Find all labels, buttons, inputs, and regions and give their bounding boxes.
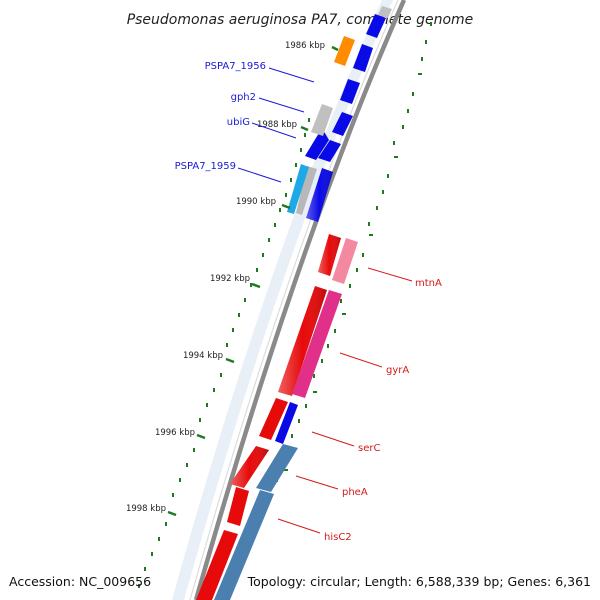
- gene-label-gph2: gph2: [231, 92, 256, 103]
- gene-forward-arrow: [340, 79, 360, 104]
- magenta-block: [292, 290, 342, 398]
- inner-dot-ring: [138, 118, 310, 588]
- label-leader-line: [237, 167, 282, 183]
- gene-label-pspa7-1956: PSPA7_1956: [205, 61, 266, 72]
- gene-reverse-arrow: [259, 398, 288, 440]
- gene-label-hisc2: hisC2: [324, 532, 352, 543]
- misc-features: [287, 6, 392, 215]
- backbone-inner-line: [189, 0, 399, 600]
- map-title: Pseudomonas aeruginosa PA7, complete gen…: [127, 12, 474, 28]
- label-leader-line: [311, 431, 355, 447]
- gene-label-mtna: mtnA: [415, 278, 442, 289]
- light-blue-feature: [287, 164, 309, 214]
- label-leader-line: [367, 267, 413, 282]
- label-leader-line: [339, 352, 383, 368]
- genome-backbone: [193, 0, 407, 600]
- tick-label-1998: 1998 kbp: [126, 504, 166, 514]
- label-leader-line: [277, 518, 321, 534]
- topology-text: Topology: circular; Length: 6,588,339 bp…: [247, 574, 591, 589]
- tick-label-1992: 1992 kbp: [210, 274, 250, 284]
- accession-text: Accession: NC_009656: [9, 574, 151, 589]
- gene-forward-arrow: [353, 44, 373, 72]
- gene-forward-arrow: [332, 112, 353, 136]
- gc-skew-band: [172, 0, 393, 600]
- label-leader-line: [251, 122, 297, 139]
- gene-label-serc: serC: [358, 443, 380, 454]
- tick-label-1996: 1996 kbp: [155, 428, 195, 438]
- forward-gene-labels: PSPA7_1956 gph2 ubiG PSPA7_1959: [175, 61, 315, 183]
- pseudogene-feature: [296, 166, 317, 215]
- gene-highlights: [230, 168, 341, 488]
- gene-forward-arrow: [366, 14, 386, 38]
- pseudogene-feature: [311, 104, 333, 136]
- gene-forward-arrow: [318, 140, 341, 162]
- blue-block: [275, 402, 298, 444]
- gene-label-ubig: ubiG: [227, 117, 250, 128]
- gene-reverse-arrow: [196, 530, 238, 600]
- tick-label-1986: 1986 kbp: [285, 41, 325, 51]
- gene-label-phea: pheA: [342, 487, 368, 498]
- steel-block: [256, 444, 298, 492]
- gene-reverse-arrow: [227, 487, 249, 526]
- steel-block: [214, 490, 274, 600]
- kbp-ticks: [167, 45, 339, 517]
- label-leader-line: [258, 97, 305, 113]
- rna-feature: [334, 36, 355, 66]
- secondary-ring: [214, 238, 358, 600]
- tick-label-1990: 1990 kbp: [236, 197, 276, 207]
- reverse-gene-labels: mtnA gyrA serC pheA hisC2: [277, 267, 442, 543]
- gene-label-gyra: gyrA: [386, 365, 409, 376]
- label-leader-line: [268, 67, 315, 83]
- tick-label-1994: 1994 kbp: [183, 351, 223, 361]
- pseudogene-feature: [378, 6, 392, 18]
- tick-label-1988: 1988 kbp: [257, 120, 297, 130]
- label-leader-line: [295, 475, 339, 490]
- pink-block: [332, 238, 358, 284]
- gene-label-pspa7-1959: PSPA7_1959: [175, 161, 236, 172]
